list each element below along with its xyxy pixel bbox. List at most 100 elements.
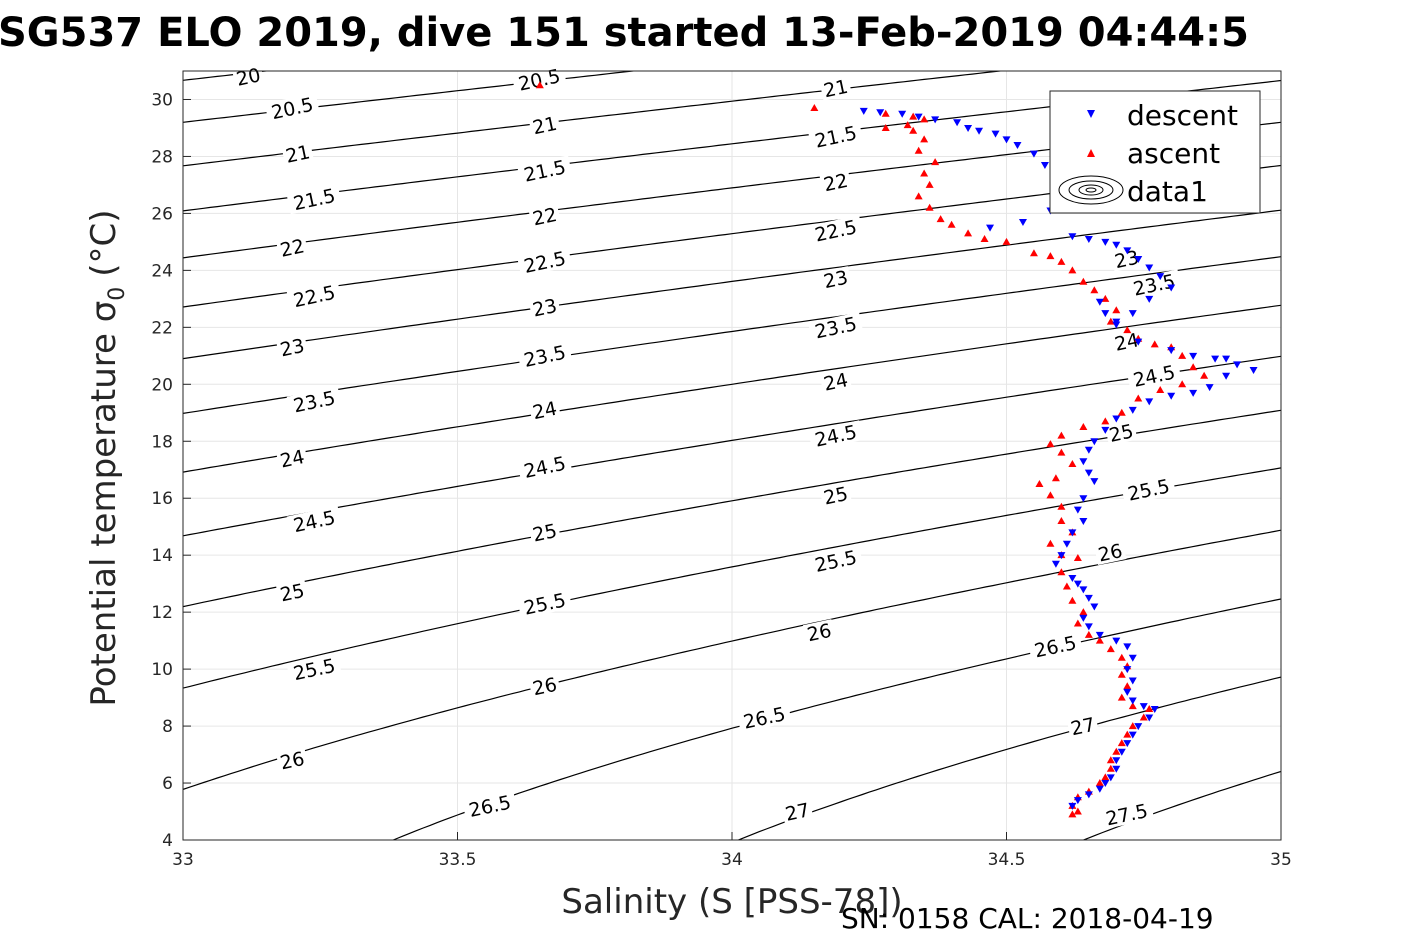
contour-label: 25 bbox=[822, 483, 850, 510]
contour-label: 26.5 bbox=[1033, 632, 1079, 662]
ascent-point bbox=[1189, 363, 1198, 371]
descent-point bbox=[898, 110, 907, 118]
contour-label-group: 21.5 bbox=[808, 121, 864, 153]
y-tick-label: 10 bbox=[151, 660, 173, 680]
contour-label-group: 25 bbox=[275, 579, 309, 607]
legend: descent ascent data1 bbox=[1049, 90, 1261, 214]
descent-point bbox=[1112, 241, 1121, 249]
contour-label-bg bbox=[819, 75, 852, 101]
contour-label-bg bbox=[528, 673, 561, 699]
descent-point bbox=[1101, 238, 1110, 246]
contour-label-bg bbox=[1027, 631, 1083, 662]
ascent-point bbox=[881, 109, 890, 117]
contour-label-group: 24.5 bbox=[517, 451, 573, 483]
contour-label: 27.5 bbox=[1104, 800, 1150, 830]
descent-point bbox=[986, 224, 995, 232]
descent-point bbox=[1134, 723, 1143, 731]
descent-point bbox=[1068, 574, 1077, 582]
contour-label: 25.5 bbox=[1126, 475, 1172, 505]
descent-point bbox=[1167, 392, 1176, 400]
legend-data1-label: data1 bbox=[1127, 175, 1208, 208]
ascent-point bbox=[1117, 408, 1126, 416]
contour-label-group: 25.5 bbox=[517, 588, 573, 620]
descent-point bbox=[1084, 594, 1093, 602]
descent-point bbox=[1205, 384, 1214, 392]
contour-label-group: 21 bbox=[528, 112, 561, 139]
contour-label: 21.5 bbox=[813, 122, 859, 152]
ascent-point bbox=[920, 135, 929, 143]
ascent-point bbox=[881, 123, 890, 131]
contour-label: 22 bbox=[822, 170, 850, 197]
y-axis-label-symbol: σ bbox=[84, 301, 124, 323]
ascent-point bbox=[1073, 554, 1082, 562]
descent-point bbox=[1128, 654, 1137, 662]
contour-label: 26.5 bbox=[742, 703, 788, 733]
contour-label: 22.5 bbox=[291, 282, 337, 312]
y-tick-label: 30 bbox=[151, 90, 173, 110]
calibration-footer: SN: 0158 CAL: 2018-04-19 bbox=[841, 902, 1214, 935]
contour-label-group: 27 bbox=[1066, 713, 1100, 740]
contour-label-bg bbox=[1126, 360, 1182, 391]
contour-label: 25 bbox=[278, 580, 306, 607]
ascent-point bbox=[936, 215, 945, 223]
descent-point bbox=[1145, 295, 1154, 303]
descent-point bbox=[1112, 637, 1121, 645]
descent-point bbox=[991, 130, 1000, 138]
contour-label-group: 26.5 bbox=[736, 702, 792, 734]
descent-point bbox=[1079, 458, 1088, 466]
y-tick-label: 16 bbox=[151, 489, 173, 509]
contour-label-bg bbox=[264, 92, 320, 124]
ascent-point bbox=[810, 104, 819, 112]
descent-point bbox=[975, 127, 984, 135]
descent-point bbox=[1123, 666, 1132, 674]
contour-label-group: 27 bbox=[781, 798, 814, 826]
x-tick-label: 34 bbox=[721, 850, 743, 870]
contour-label-group: 21 bbox=[281, 140, 314, 168]
ascent-point bbox=[1029, 249, 1038, 257]
ascent-point bbox=[980, 235, 989, 243]
contour-label-bg bbox=[819, 169, 852, 195]
descent-point bbox=[1013, 142, 1022, 150]
contour-label-group: 24 bbox=[528, 397, 561, 424]
contour-label-group: 20.5 bbox=[511, 64, 567, 96]
contour-label-bg bbox=[819, 266, 852, 292]
contour-label-group: 26.5 bbox=[1027, 631, 1083, 662]
descent-point bbox=[1073, 797, 1082, 805]
contour-label: 22.5 bbox=[522, 248, 568, 278]
contour-label: 26 bbox=[531, 674, 559, 701]
descent-point bbox=[1079, 495, 1088, 503]
isopycnal-line bbox=[183, 355, 1281, 537]
contour-label-bg bbox=[232, 63, 265, 90]
contour-label-group: 27.5 bbox=[1099, 799, 1155, 830]
contour-label-group: 26 bbox=[528, 673, 561, 701]
contour-label-group: 21.5 bbox=[286, 183, 342, 215]
descent-point bbox=[1112, 415, 1121, 423]
ascent-point bbox=[1068, 810, 1077, 818]
ascent-point bbox=[1046, 491, 1055, 499]
ascent-point bbox=[1051, 474, 1060, 482]
ascent-point bbox=[1057, 502, 1066, 510]
contour-label-group: 23 bbox=[528, 294, 561, 322]
ascent-point bbox=[964, 229, 973, 237]
descent-point bbox=[1112, 757, 1121, 765]
descent-point bbox=[1112, 765, 1121, 773]
contour-label-bg bbox=[1099, 799, 1155, 830]
ascent-point bbox=[1106, 317, 1115, 325]
ascent-point bbox=[1101, 417, 1110, 425]
descent-point bbox=[1095, 298, 1104, 306]
contour-label-bg bbox=[281, 140, 314, 167]
contour-label: 24.5 bbox=[522, 453, 568, 483]
contour-label-group: 26 bbox=[275, 747, 309, 774]
x-axis-label: Salinity (S [PSS-78]) bbox=[561, 882, 902, 922]
contour-label-group: 21.5 bbox=[517, 155, 573, 187]
descent-point bbox=[1233, 361, 1242, 369]
descent-point bbox=[1211, 355, 1220, 363]
ascent-point bbox=[535, 81, 544, 89]
contour-label: 22 bbox=[531, 204, 559, 231]
legend-ascent-label: ascent bbox=[1127, 137, 1220, 170]
contour-label-bg bbox=[517, 340, 573, 371]
ascent-point bbox=[1106, 764, 1115, 772]
contour-label: 23 bbox=[822, 267, 850, 294]
descent-point bbox=[1068, 233, 1077, 241]
contour-label-group: 20.5 bbox=[264, 92, 320, 124]
